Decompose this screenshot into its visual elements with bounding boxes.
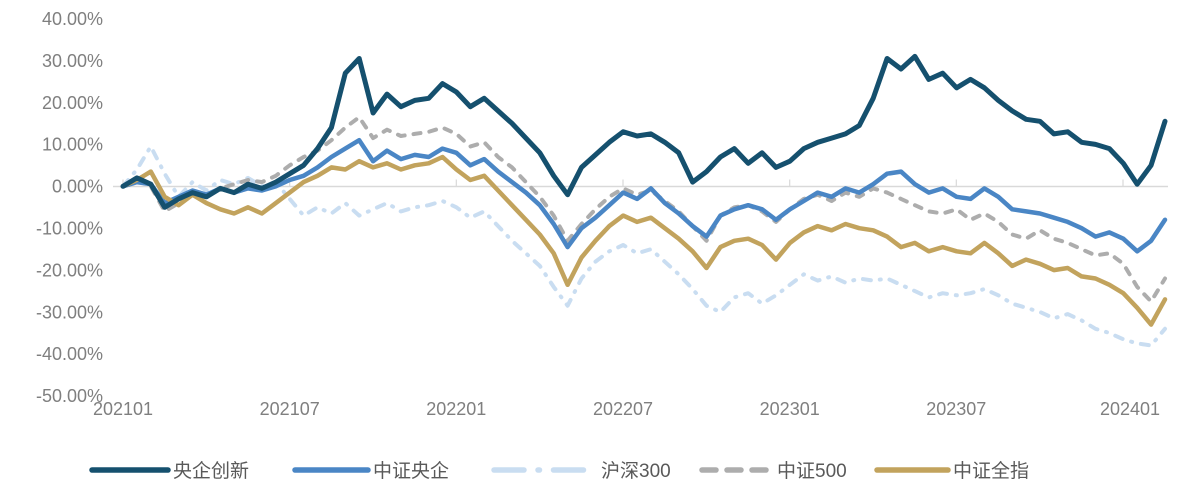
legend-label: 中证央企 (373, 460, 449, 482)
y-tick-label: 20.00% (42, 93, 103, 113)
y-tick-label: -40.00% (36, 344, 103, 364)
x-tick-label: 202401 (1100, 399, 1160, 419)
y-axis-labels: 40.00% 30.00% 20.00% 10.00% 0.00% -10.00… (36, 9, 103, 406)
y-tick-label: -10.00% (36, 219, 103, 239)
y-tick-label: -30.00% (36, 302, 103, 322)
x-axis-labels: 202101 202107 202201 202207 202301 20230… (93, 399, 1160, 419)
legend-label: 沪深300 (601, 460, 671, 482)
x-tick-label: 202201 (426, 399, 486, 419)
x-tick-label: 202301 (760, 399, 820, 419)
x-tick-label: 202307 (926, 399, 986, 419)
x-tick-label: 202101 (93, 399, 153, 419)
zero-axis (113, 179, 1168, 188)
y-tick-label: 0.00% (52, 177, 103, 197)
y-tick-label: -50.00% (36, 386, 103, 406)
y-tick-label: -20.00% (36, 260, 103, 280)
y-tick-label: 10.00% (42, 135, 103, 155)
x-tick-label: 202207 (593, 399, 653, 419)
x-tick-label: 202107 (260, 399, 320, 419)
series-line-4 (120, 154, 1168, 327)
legend-label: 央企创新 (173, 460, 249, 482)
series-line-2 (121, 144, 1167, 348)
y-tick-label: 40.00% (42, 9, 103, 29)
legend-label: 中证500 (777, 460, 847, 482)
series-line-1 (120, 137, 1168, 254)
legend-label: 中证全指 (953, 460, 1029, 482)
series-line-3 (121, 115, 1167, 304)
y-tick-label: 30.00% (42, 51, 103, 71)
series-lines (120, 53, 1168, 348)
legend: 央企创新 中证央企 沪深300 中证500 中证全指 (89, 460, 1029, 482)
series-line-0 (120, 53, 1168, 210)
